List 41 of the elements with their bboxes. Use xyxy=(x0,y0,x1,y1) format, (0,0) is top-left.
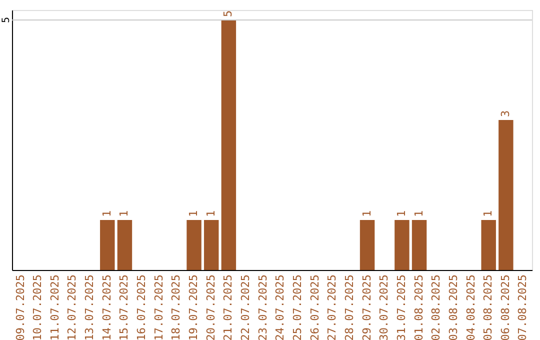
x-tick-label: 14.07.2025 xyxy=(100,274,114,340)
data-label: 1 xyxy=(394,210,408,217)
x-tick-label: 13.07.2025 xyxy=(83,274,96,340)
x-tick-label: 07.08.2025 xyxy=(516,274,530,340)
x-tick-label: 20.07.2025 xyxy=(204,274,218,340)
x-tick-label: 17.07.2025 xyxy=(152,274,166,340)
x-tick-label: 28.07.2025 xyxy=(342,274,356,340)
data-label: 1 xyxy=(118,210,131,217)
x-tick-label: 06.08.2025 xyxy=(498,274,512,340)
x-tick-label: 24.07.2025 xyxy=(274,274,287,340)
x-tick-label: 09.07.2025 xyxy=(14,274,27,340)
x-tick-label: 05.08.2025 xyxy=(482,274,495,340)
x-tick-label: 10.07.2025 xyxy=(31,274,44,340)
data-label: 1 xyxy=(204,210,218,217)
x-tick-label: 15.07.2025 xyxy=(118,274,131,340)
data-label: 1 xyxy=(360,210,374,217)
data-label: 1 xyxy=(187,210,200,217)
ref-line-label: 5 xyxy=(1,16,12,24)
x-tick-label: 23.07.2025 xyxy=(256,274,270,340)
data-label: 5 xyxy=(222,10,235,17)
x-tick-label: 27.07.2025 xyxy=(326,274,339,340)
x-tick-label: 25.07.2025 xyxy=(290,274,304,340)
x-tick-label: 11.07.2025 xyxy=(48,274,62,340)
x-tick-label: 16.07.2025 xyxy=(135,274,148,340)
data-label: 1 xyxy=(100,210,114,217)
x-tick-label: 03.08.2025 xyxy=(446,274,460,340)
x-tick-label: 30.07.2025 xyxy=(378,274,391,340)
data-label: 3 xyxy=(498,110,512,117)
x-tick-label: 19.07.2025 xyxy=(187,274,200,340)
x-tick-label: 31.07.2025 xyxy=(394,274,408,340)
x-tick-label: 22.07.2025 xyxy=(239,274,252,340)
x-tick-label: 01.08.2025 xyxy=(412,274,426,340)
x-tick-label: 04.08.2025 xyxy=(464,274,478,340)
data-label: 1 xyxy=(412,210,426,217)
x-tick-label: 21.07.2025 xyxy=(222,274,235,340)
x-tick-label: 26.07.2025 xyxy=(308,274,322,340)
x-tick-label: 29.07.2025 xyxy=(360,274,374,340)
x-tick-label: 12.07.2025 xyxy=(66,274,79,340)
x-tick-label: 02.08.2025 xyxy=(430,274,443,340)
x-tick-label: 18.07.2025 xyxy=(170,274,183,340)
data-label: 1 xyxy=(482,210,495,217)
